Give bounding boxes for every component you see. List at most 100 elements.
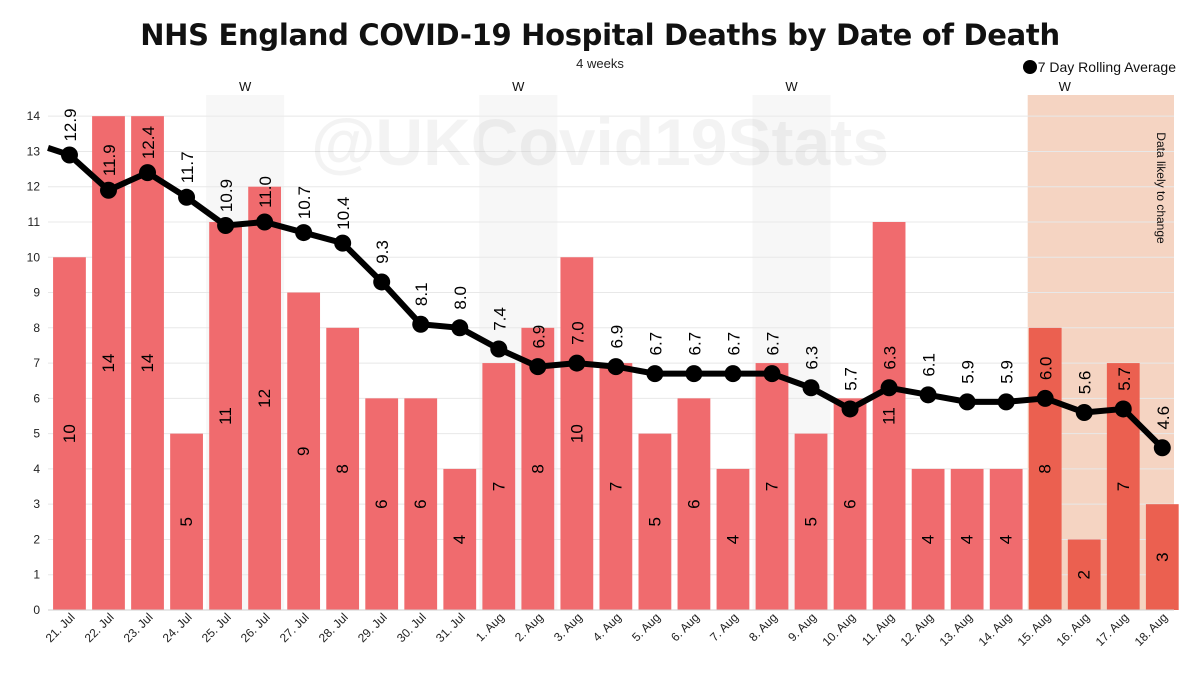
rolling-average-label: 10.4 (334, 197, 353, 230)
rolling-average-label: 5.7 (842, 367, 861, 391)
bar (443, 468, 477, 610)
x-tick-label: 11. Aug (859, 610, 897, 648)
bar-value-label: 14 (138, 354, 157, 373)
bar-value-label: 4 (958, 535, 977, 544)
x-tick-label: 18. Aug (1132, 610, 1171, 649)
x-tick-label: 10. Aug (819, 610, 858, 649)
rolling-average-point (412, 315, 430, 333)
bar-value-label: 7 (489, 482, 508, 491)
bar (248, 186, 282, 610)
bar-value-label: 4 (450, 535, 469, 544)
bar-value-label: 4 (997, 535, 1016, 544)
rolling-average-label: 6.9 (529, 325, 548, 349)
rolling-average-point (373, 273, 391, 291)
bar (1145, 504, 1179, 610)
x-tick-label: 6. Aug (668, 610, 702, 644)
x-tick-label: 4. Aug (590, 610, 624, 644)
bar (716, 468, 750, 610)
rolling-average-label: 5.9 (959, 360, 978, 384)
rolling-average-label: 5.7 (1115, 367, 1134, 391)
bar (287, 292, 321, 610)
bar-value-label: 10 (60, 424, 79, 443)
bar-value-label: 12 (255, 389, 274, 408)
legend[interactable]: 7 Day Rolling Average (1022, 59, 1176, 75)
bar (677, 398, 711, 610)
bar (131, 116, 164, 611)
y-tick-label: 0 (33, 603, 40, 617)
x-tick-label: 17. Aug (1093, 610, 1132, 649)
bar (560, 257, 594, 610)
rolling-average-point (997, 393, 1015, 411)
rolling-average-label: 10.9 (217, 179, 236, 212)
x-tick-label: 2. Aug (512, 610, 546, 644)
x-tick-label: 27. Jul (277, 610, 312, 645)
x-tick-label: 5. Aug (629, 610, 663, 644)
rolling-average-point (451, 319, 469, 337)
rolling-average-point (178, 188, 196, 206)
bar (794, 433, 828, 610)
rolling-average-point (841, 400, 859, 418)
bar-value-label: 5 (645, 517, 664, 526)
x-tick-label: 15. Aug (1015, 610, 1054, 649)
bar (833, 398, 867, 610)
y-tick-label: 3 (33, 497, 40, 511)
rolling-average-label: 7.0 (568, 321, 587, 345)
bar (365, 398, 399, 610)
x-tick-label: 28. Jul (316, 610, 351, 645)
rolling-average-point (802, 379, 820, 397)
weekend-marker: W (1059, 79, 1072, 94)
bar (950, 468, 984, 610)
bar-value-label: 11 (216, 407, 235, 425)
annotation-text: Data likely to change (1154, 132, 1168, 244)
y-tick-label: 7 (33, 356, 40, 370)
rolling-average-label: 6.0 (1037, 357, 1056, 381)
rolling-average-label: 11.0 (256, 176, 275, 208)
y-tick-label: 9 (33, 286, 40, 300)
y-tick-label: 4 (33, 462, 40, 476)
rolling-average-point (568, 354, 586, 372)
weekend-marker: W (785, 79, 798, 94)
x-tick-label: 1. Aug (473, 610, 507, 644)
y-tick-label: 10 (27, 250, 41, 264)
x-tick-label: 12. Aug (898, 610, 937, 649)
bar-value-label: 8 (528, 464, 547, 473)
chart-title: NHS England COVID-19 Hospital Deaths by … (140, 18, 1060, 52)
rolling-average-label: 10.7 (295, 186, 314, 219)
weekend-marker: W (512, 79, 525, 94)
bar-value-label: 4 (723, 535, 742, 544)
rolling-average-label: 12.9 (61, 108, 80, 141)
rolling-average-label: 6.7 (763, 332, 782, 356)
bar (638, 433, 672, 610)
rolling-average-label: 11.9 (100, 144, 119, 176)
rolling-average-label: 11.7 (178, 151, 197, 183)
y-tick-label: 1 (33, 568, 40, 582)
rolling-average-point (958, 393, 976, 411)
bar-value-label: 2 (1075, 570, 1094, 579)
chart-subtitle: 4 weeks (576, 56, 624, 71)
x-tick-label: 31. Jul (433, 610, 468, 645)
rolling-average-point (529, 358, 547, 376)
rolling-average-label: 4.6 (1154, 406, 1173, 430)
rolling-average-point (334, 234, 352, 252)
x-tick-label: 14. Aug (976, 610, 1015, 649)
bar-value-label: 11 (880, 407, 899, 425)
rolling-average-label: 6.7 (646, 332, 665, 356)
rolling-average-point (1114, 400, 1132, 418)
rolling-average-label: 7.4 (490, 307, 509, 331)
rolling-average-point (1153, 439, 1171, 457)
bar-value-label: 3 (1153, 552, 1172, 561)
rolling-average-point (256, 213, 274, 231)
y-tick-label: 6 (33, 391, 40, 405)
rolling-average-point (685, 365, 703, 383)
x-tick-label: 9. Aug (785, 610, 819, 644)
bar-value-label: 6 (684, 499, 703, 508)
x-tick-label: 16. Aug (1054, 610, 1093, 649)
rolling-average-label: 6.9 (607, 325, 626, 349)
bar (872, 221, 906, 610)
bar-value-label: 5 (802, 517, 821, 526)
bar (326, 327, 360, 610)
bar-value-label: 4 (919, 535, 938, 544)
rolling-average-label: 5.6 (1076, 371, 1095, 395)
rolling-average-label: 12.4 (139, 126, 158, 159)
